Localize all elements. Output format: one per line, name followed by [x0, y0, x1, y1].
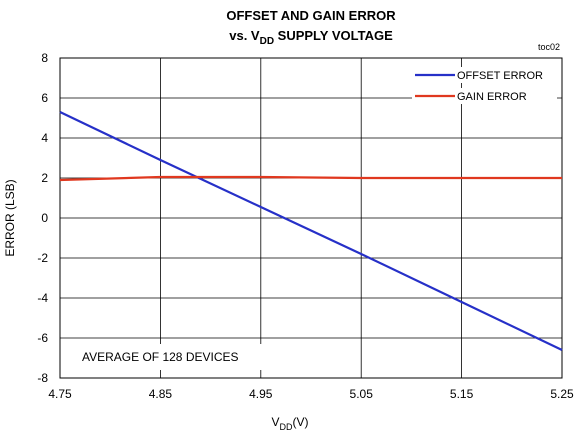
y-tick-label: 6 [41, 91, 48, 105]
series-line [59, 111, 563, 351]
xlabel-part: V [271, 415, 279, 429]
y-tick-label: 8 [41, 51, 48, 65]
y-tick-label: -6 [37, 331, 48, 345]
subtitle-part: vs. V [229, 28, 260, 43]
x-tick-label: 5.15 [450, 387, 474, 401]
legend-bg [412, 67, 557, 83]
chart-title: OFFSET AND GAIN ERROR [226, 8, 396, 23]
y-tick-label: 2 [41, 171, 48, 185]
xlabel-sub: DD [280, 422, 293, 432]
y-axis-label: ERROR (LSB) [3, 179, 17, 256]
legend-bg [412, 88, 557, 104]
x-axis-label: VDD(V) [271, 415, 308, 432]
xlabel-part: (V) [293, 415, 309, 429]
x-tick-label: 5.05 [350, 387, 374, 401]
x-tick-label: 4.75 [48, 387, 72, 401]
note: toc02 [538, 42, 560, 52]
subtitle-part: SUPPLY VOLTAGE [274, 28, 393, 43]
legend-label: OFFSET ERROR [457, 70, 543, 82]
y-tick-label: 0 [41, 211, 48, 225]
legend-label: GAIN ERROR [457, 91, 527, 103]
annotation: AVERAGE OF 128 DEVICES [82, 350, 239, 364]
y-tick-label: -8 [37, 371, 48, 385]
annotation-bg [72, 344, 268, 370]
x-tick-label: 5.25 [550, 387, 574, 401]
series-line [59, 175, 562, 182]
subtitle-sub: DD [260, 36, 274, 47]
x-tick-label: 4.85 [149, 387, 173, 401]
y-tick-label: -2 [37, 251, 48, 265]
y-tick-label: 4 [41, 131, 48, 145]
x-tick-label: 4.95 [249, 387, 273, 401]
chart-subtitle: vs. VDD SUPPLY VOLTAGE [229, 28, 393, 47]
y-tick-label: -4 [37, 291, 48, 305]
